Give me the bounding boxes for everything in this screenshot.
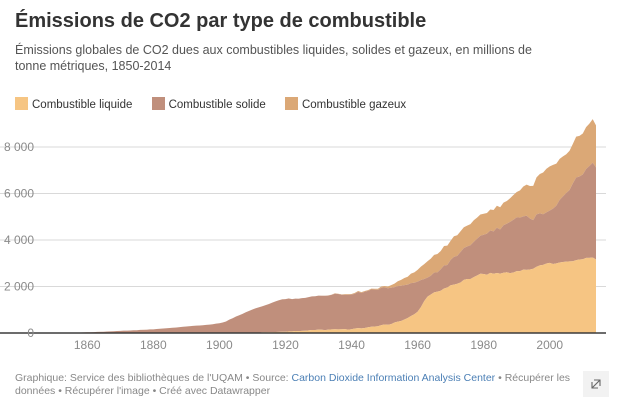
svg-text:8 000: 8 000: [4, 140, 34, 154]
svg-text:2 000: 2 000: [4, 280, 34, 294]
svg-text:1900: 1900: [206, 338, 233, 352]
svg-text:0: 0: [27, 326, 34, 340]
svg-text:1940: 1940: [338, 338, 365, 352]
svg-text:6 000: 6 000: [4, 187, 34, 201]
svg-text:1880: 1880: [140, 338, 167, 352]
svg-text:1980: 1980: [470, 338, 497, 352]
svg-text:2000: 2000: [536, 338, 563, 352]
svg-text:1960: 1960: [404, 338, 431, 352]
svg-text:1920: 1920: [272, 338, 299, 352]
svg-text:1860: 1860: [74, 338, 101, 352]
svg-text:4 000: 4 000: [4, 233, 34, 247]
